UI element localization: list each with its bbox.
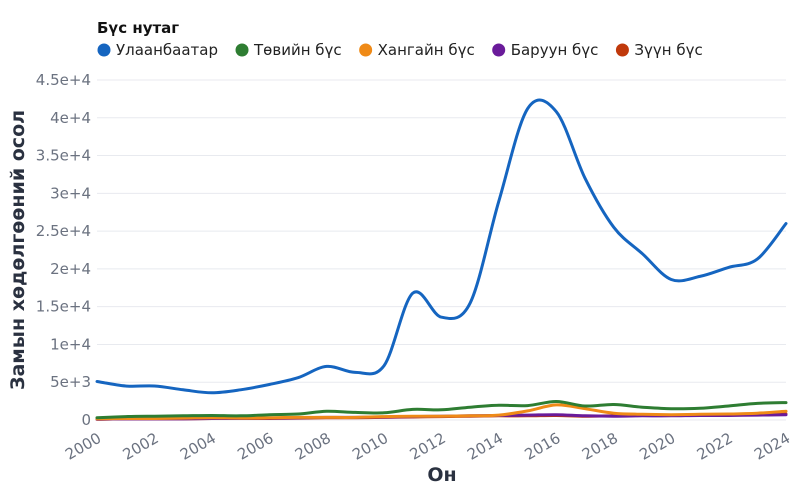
legend-swatch — [235, 43, 249, 57]
y-axis-ticks: 0 5e+3 1e+4 1.5e+4 2e+4 2.5e+4 3e+4 3.5e+4 4e+4 4… — [36, 71, 91, 429]
x-tick-label: 2020 — [636, 429, 678, 464]
y-tick-label: 4.5e+4 — [36, 71, 91, 89]
x-tick-label: 2016 — [522, 429, 564, 464]
y-tick-label: 1.5e+4 — [36, 298, 91, 316]
x-tick-label: 2022 — [694, 429, 736, 464]
x-tick-label: 2006 — [234, 429, 276, 464]
x-axis-title: Он — [427, 464, 456, 486]
legend-label: Төвийн бүс — [253, 41, 342, 59]
y-tick-label: 1e+4 — [50, 335, 91, 353]
x-tick-label: 2008 — [292, 429, 334, 464]
legend-title: Бүс нутаг — [97, 19, 179, 37]
y-tick-label: 3e+4 — [50, 184, 91, 202]
y-tick-label: 4e+4 — [50, 109, 91, 127]
series-line — [95, 98, 788, 395]
legend-swatch — [615, 43, 629, 57]
x-tick-label: 2012 — [407, 429, 449, 464]
series-line — [95, 399, 788, 420]
legend-swatch — [97, 43, 111, 57]
y-tick-label: 5e+3 — [50, 373, 91, 391]
grid — [97, 79, 786, 421]
x-tick-label: 2004 — [177, 429, 219, 464]
y-tick-label: 0 — [81, 411, 91, 429]
legend-label: Зүүн бүс — [634, 41, 702, 59]
x-axis-ticks: 2000 2002 2004 2006 2008 2010 2012 2014 2016 2018… — [62, 429, 793, 464]
legend-label: Улаанбаатар — [116, 41, 218, 59]
legend-label: Хангайн бүс — [378, 41, 475, 59]
legend-label: Баруун бүс — [511, 41, 599, 59]
series-lines — [95, 98, 788, 421]
x-tick-label: 2018 — [579, 429, 621, 464]
x-tick-label: 2000 — [62, 429, 104, 464]
series-line — [95, 403, 788, 421]
y-tick-label: 3.5e+4 — [36, 147, 91, 165]
y-tick-label: 2e+4 — [50, 260, 91, 278]
x-tick-label: 2024 — [751, 429, 793, 464]
legend-swatch — [359, 43, 373, 57]
x-tick-label: 2002 — [120, 429, 162, 464]
x-tick-label: 2010 — [349, 429, 391, 464]
x-tick-label: 2014 — [464, 429, 506, 464]
legend: Бүс нутаг Улаанбаатар Төвийн бүс Хангайн б… — [97, 19, 703, 59]
legend-swatch — [492, 43, 506, 57]
y-tick-label: 2.5e+4 — [36, 222, 91, 240]
y-axis-title: Замын хөдөлгөөний осол — [7, 110, 29, 390]
